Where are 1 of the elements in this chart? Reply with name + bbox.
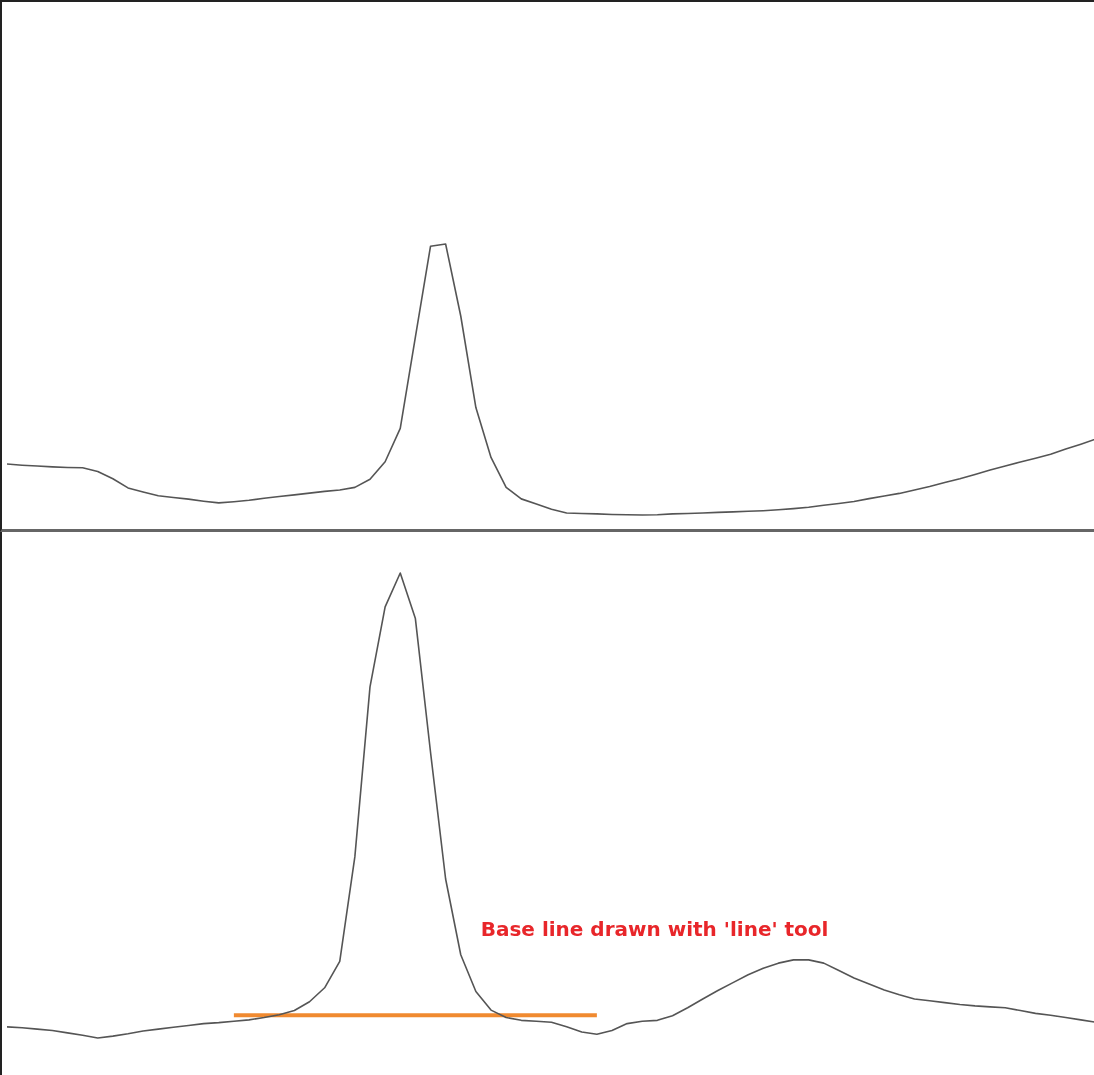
annotation: Base line drawn with 'line' tool — [480, 917, 829, 942]
